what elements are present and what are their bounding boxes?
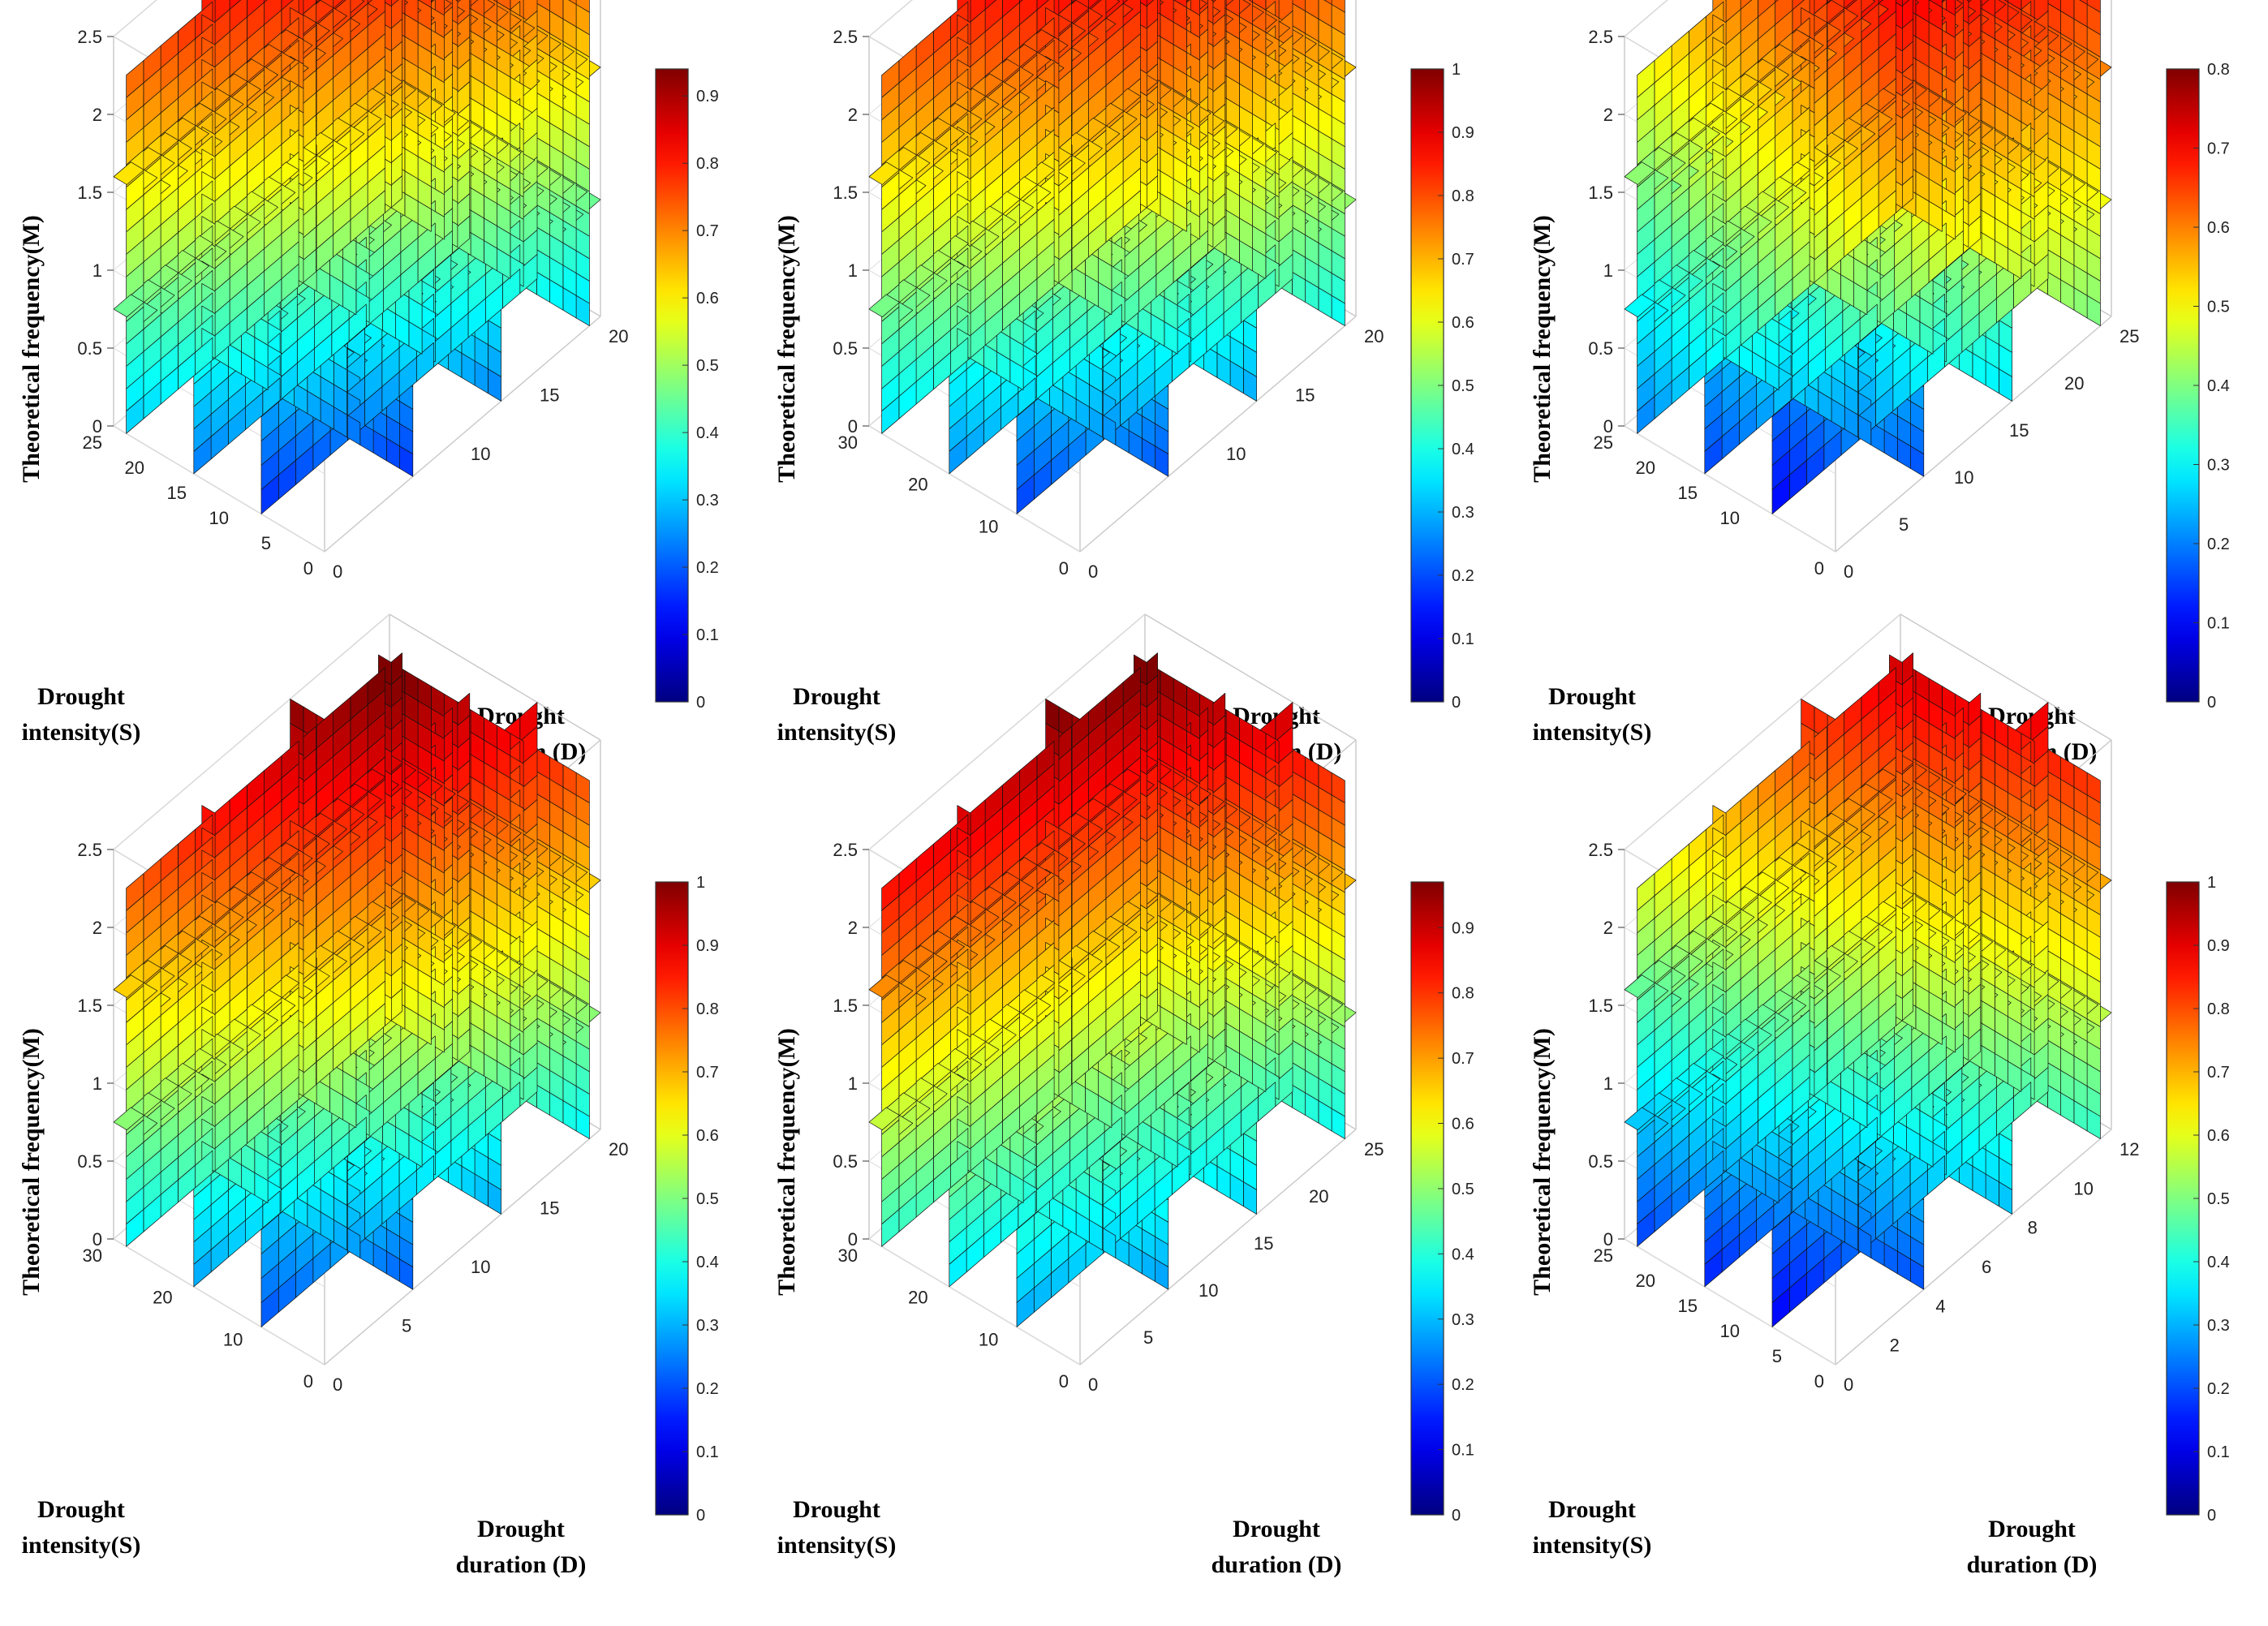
colorbar-tick-label: 0.9 bbox=[1452, 124, 1474, 142]
colorbar-tick-label: 0.8 bbox=[696, 155, 719, 173]
x-tick-label: 0 bbox=[333, 561, 342, 582]
z-tick-label: 1.5 bbox=[77, 183, 102, 203]
y-axis-label: Drought bbox=[37, 683, 125, 710]
surface-cell bbox=[868, 294, 900, 318]
surface-cell bbox=[2079, 0, 2088, 5]
colorbar-tick-label: 0.1 bbox=[696, 626, 719, 644]
z-tick-label: 0 bbox=[848, 416, 858, 437]
y-tick-label: 0 bbox=[303, 558, 313, 579]
z-tick-label: 0 bbox=[93, 416, 102, 437]
surface-cell bbox=[264, 0, 268, 3]
z-tick-label: 1 bbox=[93, 260, 102, 281]
colorbar-tick-label: 0.6 bbox=[696, 290, 719, 308]
colorbar-tick-label: 0.2 bbox=[1452, 567, 1474, 585]
colorbar-tick-label: 0.3 bbox=[1452, 504, 1474, 522]
chart-panel: SARMTZ00.511.522.50101520250510152025The… bbox=[1511, 0, 2266, 811]
slice-surfaces bbox=[868, 0, 1357, 514]
colorbar-tick-label: 0.7 bbox=[696, 222, 719, 240]
x-tick-label: 10 bbox=[471, 444, 490, 464]
colorbar-tick-label: 0.8 bbox=[1452, 187, 1474, 205]
colorbar-tick-label: 0.9 bbox=[696, 88, 719, 105]
surface-cell bbox=[126, 396, 144, 434]
colorbar-tick-label: 0.1 bbox=[1452, 630, 1474, 648]
surface-cell bbox=[493, 0, 497, 2]
surface-cell bbox=[113, 294, 144, 318]
axes-edge bbox=[324, 316, 601, 553]
y-axis-label: intensity(S) bbox=[22, 719, 141, 746]
colorbar-tick-label: 1 bbox=[1452, 61, 1461, 79]
z-tick-label: 1 bbox=[848, 260, 858, 281]
chart-svg: ARMTZ00.511.522.505101520250101520Theore… bbox=[18, 0, 719, 765]
surface-cell bbox=[568, 0, 577, 5]
axes-edge bbox=[1079, 316, 1357, 553]
colorbar-tick-label: 0.4 bbox=[696, 424, 719, 442]
axes-edge bbox=[1835, 316, 2112, 553]
x-tick-label: 20 bbox=[609, 326, 628, 346]
surface-cell bbox=[1323, 0, 1332, 5]
chart-panel: SARSFZ00.511.522.501020300101520Theoreti… bbox=[755, 0, 1511, 811]
surface-cell bbox=[949, 436, 967, 475]
z-tick-label: 2.5 bbox=[833, 27, 858, 47]
x-tick-label: 20 bbox=[1364, 326, 1384, 346]
z-tick-label: 0.5 bbox=[833, 338, 858, 359]
z-axis-label: Theoretical frequency(M) bbox=[773, 215, 800, 483]
colorbar-tick-label: 0 bbox=[696, 694, 705, 712]
surface-cell bbox=[881, 396, 900, 434]
colorbar bbox=[655, 68, 689, 703]
x-tick-label: 0 bbox=[1088, 561, 1098, 582]
y-tick-label: 15 bbox=[167, 483, 187, 503]
chart-panel: ARMTZ00.511.522.505101520250101520Theore… bbox=[0, 0, 755, 811]
z-tick-label: 0.5 bbox=[77, 338, 102, 359]
slice-surfaces bbox=[1624, 0, 2112, 514]
colorbar-tick-label: 0.5 bbox=[696, 357, 719, 375]
colorbar-tick-label: 0.3 bbox=[696, 492, 719, 510]
y-tick-label: 5 bbox=[261, 533, 271, 553]
z-tick-label: 1.5 bbox=[833, 183, 858, 203]
y-tick-label: 10 bbox=[979, 516, 998, 536]
y-tick-label: 20 bbox=[908, 475, 927, 495]
surface-cell bbox=[868, 161, 900, 185]
z-tick-label: 2 bbox=[848, 105, 858, 125]
y-tick-label: 25 bbox=[83, 432, 102, 453]
surface-cell bbox=[1019, 0, 1023, 3]
y-tick-label: 10 bbox=[209, 508, 229, 528]
colorbar-tick-label: 0.7 bbox=[1452, 251, 1474, 269]
y-axis-label: Drought bbox=[793, 683, 880, 710]
y-tick-label: 30 bbox=[838, 432, 858, 453]
slice-surfaces bbox=[113, 0, 601, 514]
y-tick-label: 20 bbox=[125, 458, 144, 478]
z-tick-label: 2 bbox=[93, 105, 102, 125]
x-tick-label: 15 bbox=[1295, 385, 1315, 406]
colorbar-tick-label: 0.2 bbox=[696, 559, 719, 577]
chart-svg: SARMTZ00.511.522.50101520250510152025The… bbox=[1529, 0, 2230, 765]
x-tick-label: 10 bbox=[1226, 444, 1246, 464]
surface-cell bbox=[260, 475, 279, 514]
y-axis-label: intensity(S) bbox=[777, 719, 897, 746]
x-tick-label: 15 bbox=[540, 385, 559, 406]
surface-cell bbox=[1016, 475, 1035, 514]
colorbar-tick-label: 0.5 bbox=[1452, 377, 1474, 395]
surface-cell bbox=[193, 436, 212, 475]
colorbar-tick-label: 0 bbox=[1452, 694, 1461, 712]
y-tick-label: 0 bbox=[1059, 558, 1069, 579]
surface-cell bbox=[1248, 0, 1253, 2]
surface-cell bbox=[2003, 0, 2008, 2]
surface-cell bbox=[113, 161, 144, 185]
colorbar-tick-label: 0.4 bbox=[1452, 441, 1474, 458]
z-axis-label: Theoretical frequency(M) bbox=[18, 215, 45, 483]
colorbar-tick-label: 0.6 bbox=[1452, 314, 1474, 332]
chart-svg: SARSFZ00.511.522.501020300101520Theoreti… bbox=[773, 0, 1474, 765]
z-tick-label: 2.5 bbox=[77, 27, 102, 47]
